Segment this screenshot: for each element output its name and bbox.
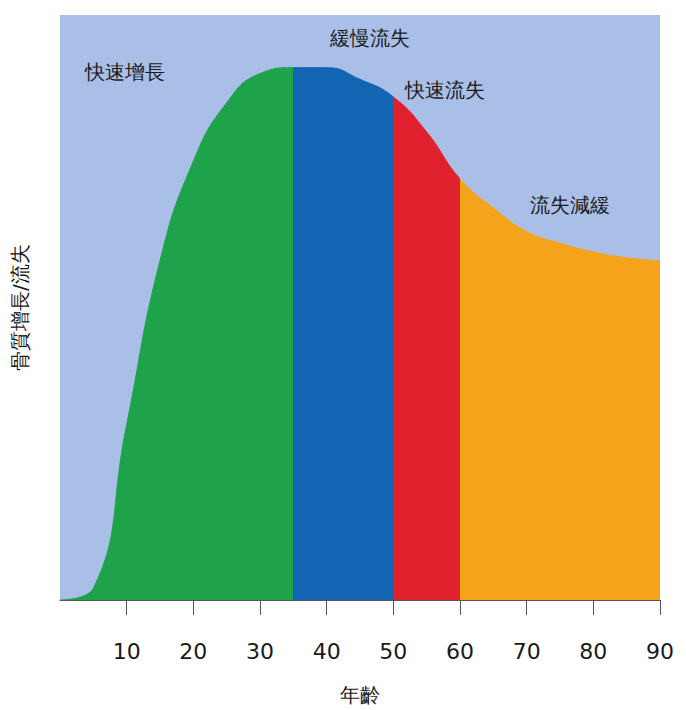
svg-text:60: 60: [446, 639, 474, 664]
svg-text:流失減緩: 流失減緩: [530, 193, 610, 217]
svg-text:30: 30: [246, 639, 274, 664]
svg-text:快速增長: 快速增長: [84, 60, 165, 84]
svg-text:年齡: 年齡: [340, 683, 380, 707]
svg-text:緩慢流失: 緩慢流失: [329, 26, 410, 50]
svg-text:20: 20: [179, 639, 207, 664]
svg-text:70: 70: [513, 639, 541, 664]
svg-text:80: 80: [579, 639, 607, 664]
svg-text:10: 10: [113, 639, 141, 664]
svg-text:快速流失: 快速流失: [404, 78, 485, 102]
svg-text:90: 90: [646, 639, 674, 664]
svg-text:骨質增長/流失: 骨質增長/流失: [8, 244, 32, 371]
svg-text:50: 50: [379, 639, 407, 664]
svg-text:40: 40: [313, 639, 341, 664]
